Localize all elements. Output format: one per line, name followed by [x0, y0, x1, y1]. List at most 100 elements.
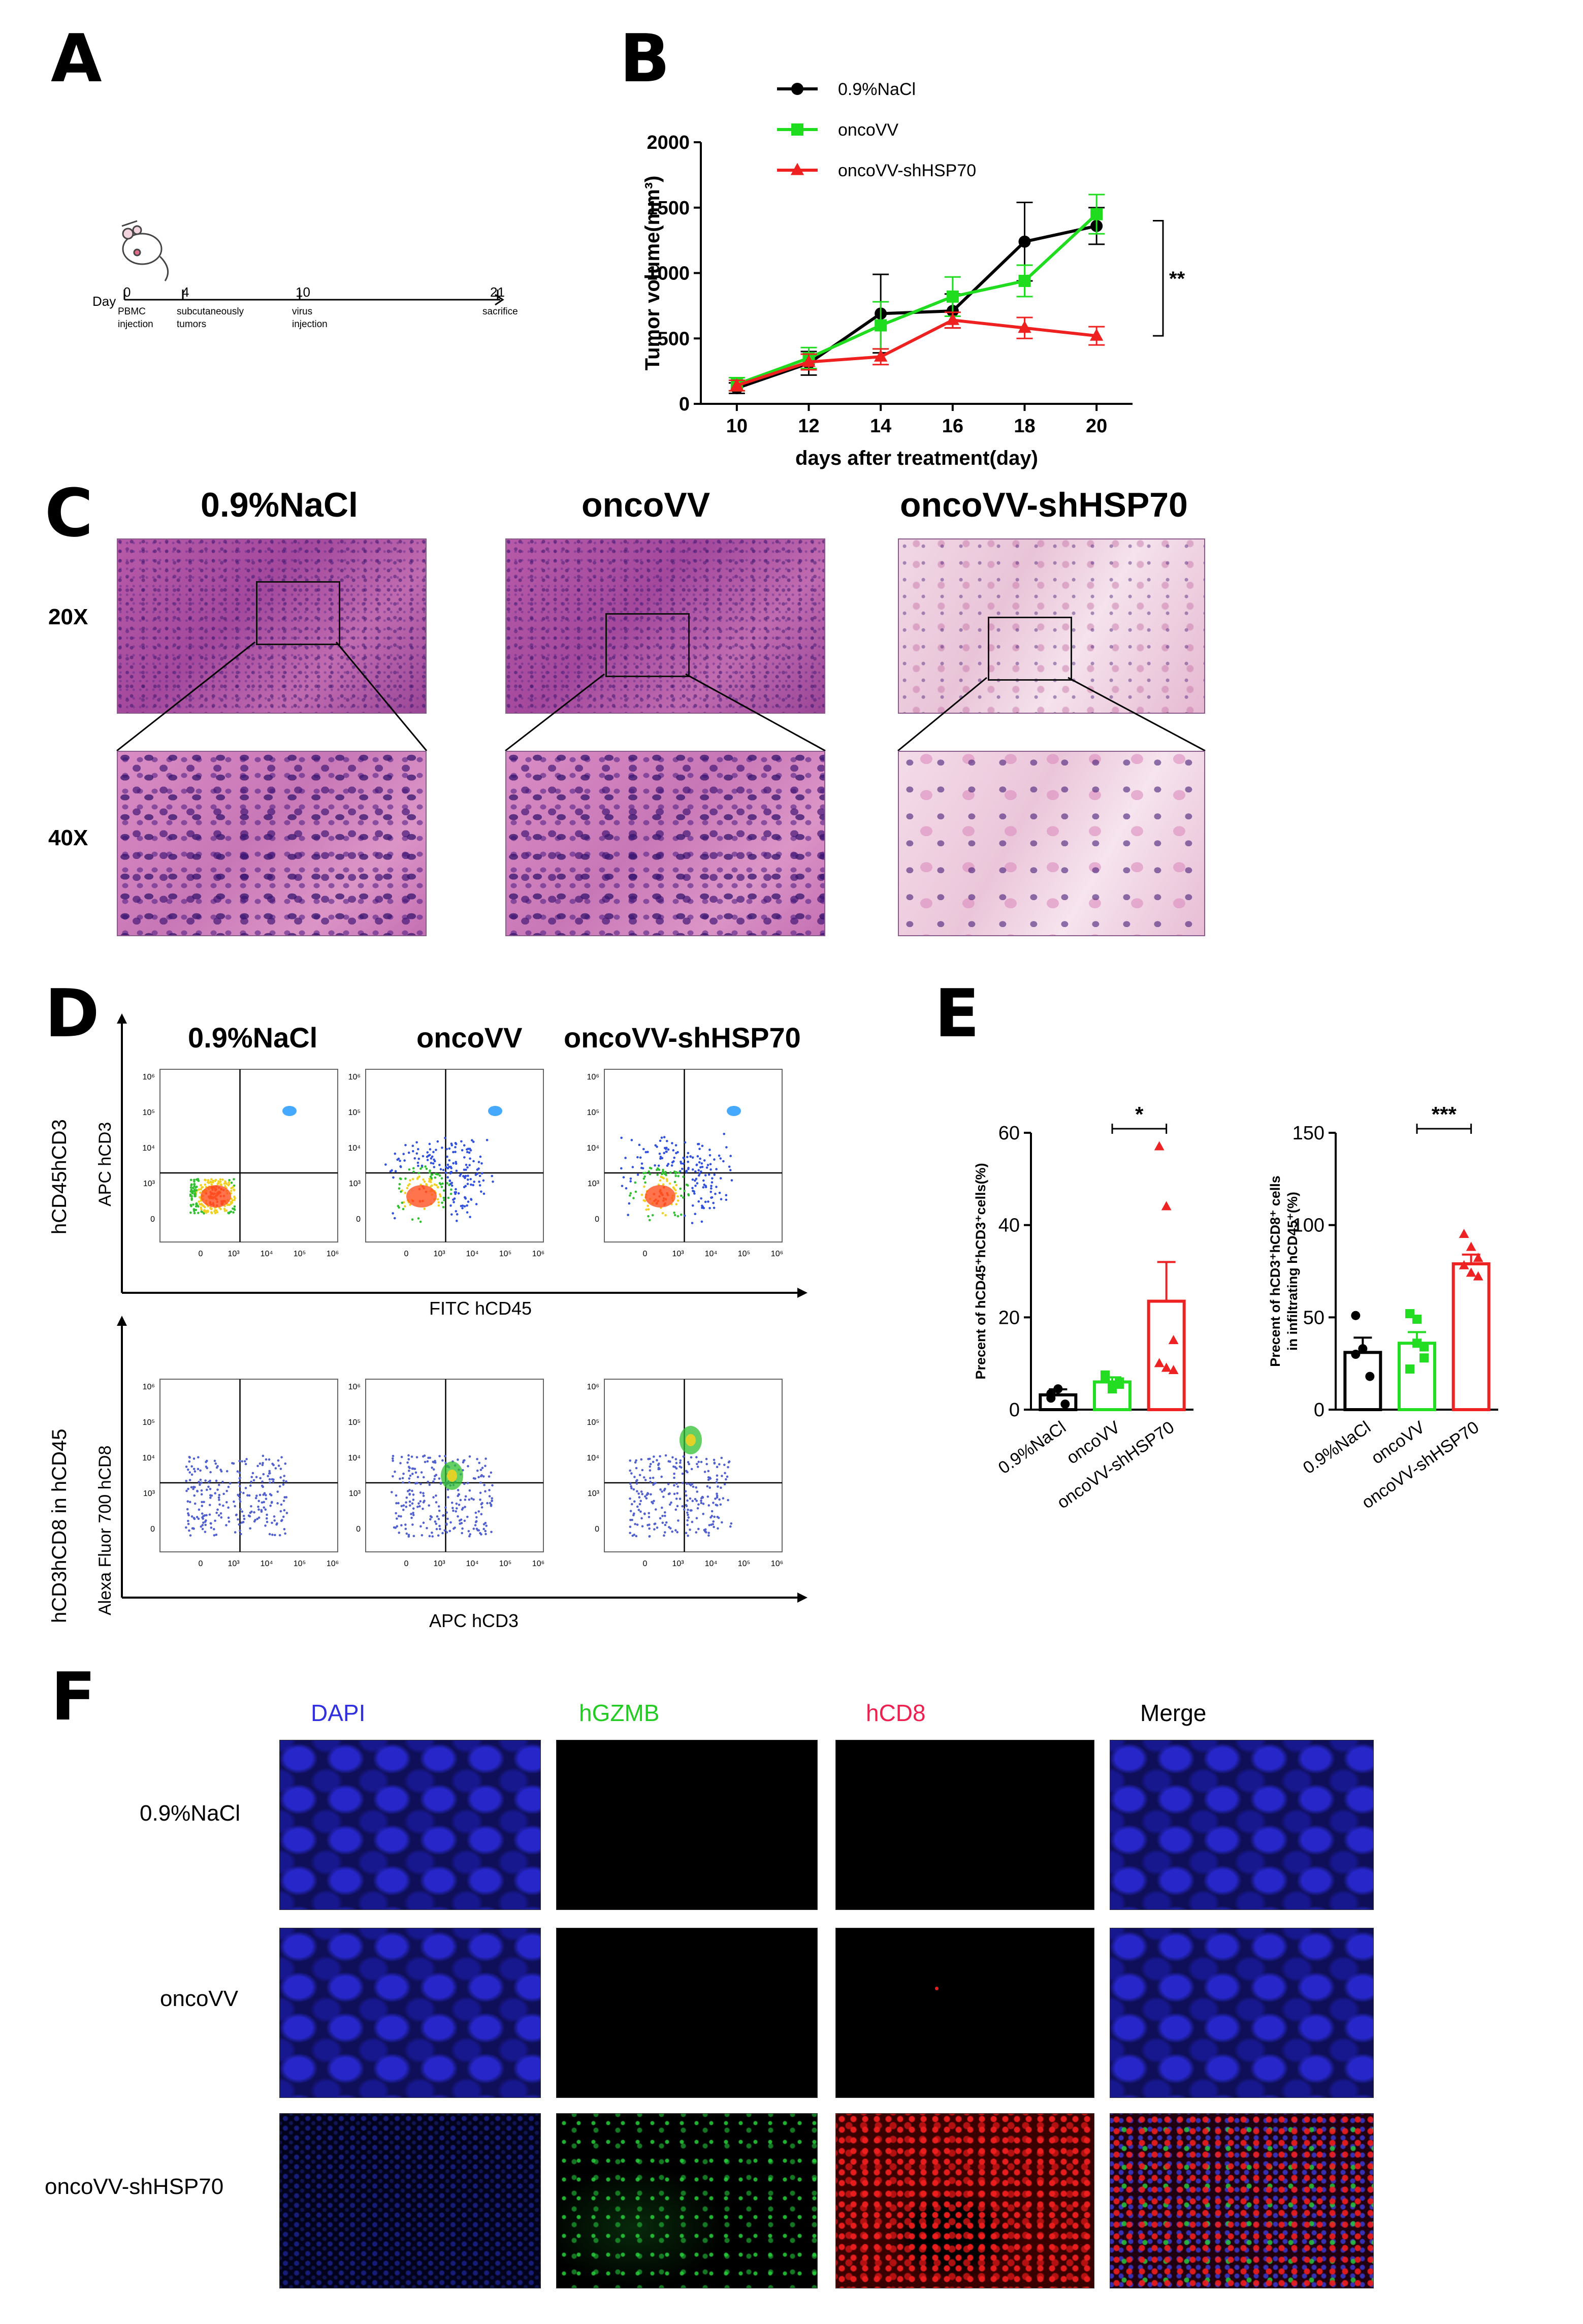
- flow-event: [689, 1155, 692, 1158]
- flow-event: [677, 1175, 680, 1177]
- flow-event: [670, 1164, 673, 1167]
- flow-event: [210, 1207, 213, 1210]
- flow-event: [719, 1177, 722, 1180]
- flow-event: [188, 1501, 191, 1504]
- flow-event: [694, 1213, 697, 1216]
- flow-event: [205, 1460, 207, 1463]
- flow-event: [431, 1535, 434, 1538]
- flow-tick-label: 0: [404, 1250, 409, 1258]
- flow-event: [630, 1485, 632, 1488]
- flow-tick-label: 10⁴: [261, 1559, 273, 1568]
- timeline-tick-0: 0: [123, 284, 131, 300]
- flow-event: [236, 1470, 239, 1473]
- flow-event: [482, 1179, 485, 1182]
- flow-event: [438, 1455, 441, 1457]
- flow-event: [620, 1136, 623, 1139]
- flow-event: [650, 1493, 652, 1496]
- flow-tick-label: 10⁵: [348, 1108, 361, 1117]
- flow-event: [674, 1192, 677, 1195]
- flow-event: [652, 1460, 655, 1463]
- flow-event: [395, 1502, 398, 1505]
- flow-event: [470, 1198, 472, 1200]
- flow-event: [216, 1508, 219, 1511]
- flow-event: [706, 1495, 709, 1498]
- flow-event: [419, 1220, 422, 1223]
- flow-event: [448, 1184, 450, 1187]
- flow-event: [686, 1156, 689, 1158]
- flow-event: [659, 1517, 662, 1520]
- flow-event: [248, 1514, 250, 1517]
- flow-event: [417, 1217, 420, 1220]
- flow-event: [268, 1470, 271, 1473]
- flow-event: [261, 1480, 264, 1483]
- flow-tick-label: 10³: [228, 1559, 240, 1568]
- flow-event: [422, 1155, 425, 1158]
- flow-event: [253, 1511, 255, 1514]
- flow-event: [435, 1501, 438, 1504]
- flow-event: [642, 1177, 645, 1180]
- flow-event: [403, 1159, 406, 1162]
- flow-event: [698, 1172, 701, 1175]
- flow-event: [647, 1524, 649, 1526]
- flow-event: [642, 1172, 645, 1174]
- flow-event: [683, 1508, 686, 1511]
- flow-event: [697, 1169, 700, 1171]
- x-tick-label: 20: [1086, 416, 1107, 437]
- flow-event: [422, 1178, 425, 1181]
- flow-event: [446, 1182, 448, 1185]
- flow-event: [468, 1164, 471, 1166]
- flow-event: [462, 1507, 464, 1510]
- flow-event: [199, 1483, 201, 1486]
- flow-event: [476, 1168, 479, 1171]
- he-image-oncovv-20x: [505, 538, 825, 714]
- flow-event: [674, 1529, 677, 1532]
- flow-event: [696, 1490, 699, 1493]
- flow-event: [688, 1462, 691, 1466]
- flow-event: [456, 1213, 459, 1216]
- flow-event: [649, 1469, 652, 1472]
- flow-event: [463, 1459, 466, 1462]
- flow-event: [241, 1510, 244, 1513]
- flow-event: [726, 1475, 729, 1478]
- flow-event: [671, 1530, 673, 1533]
- flow-event: [197, 1212, 200, 1215]
- flow-event: [664, 1214, 667, 1217]
- flow-event: [714, 1498, 717, 1500]
- flow-event: [706, 1485, 709, 1488]
- flow-event: [684, 1141, 687, 1144]
- flow-event: [467, 1465, 469, 1468]
- flow-event: [695, 1517, 698, 1519]
- flow-event: [634, 1181, 637, 1184]
- flow-event: [710, 1510, 714, 1513]
- flow-event: [708, 1149, 711, 1151]
- flow-event: [405, 1505, 408, 1508]
- panel-label-b: B: [620, 20, 670, 97]
- timeline-day-label: Day: [92, 294, 116, 309]
- flow-event: [398, 1187, 401, 1190]
- flow-event: [254, 1497, 257, 1500]
- flow-event: [675, 1461, 678, 1465]
- flow-tick-label: 10⁴: [705, 1559, 718, 1568]
- flow-event: [660, 1475, 663, 1478]
- flow-event: [238, 1485, 241, 1487]
- flow-event: [280, 1519, 283, 1522]
- flow-event: [218, 1503, 221, 1506]
- data-point: [1161, 1362, 1172, 1372]
- he-group-title: 0.9%NaCl: [201, 486, 358, 524]
- flow-event: [210, 1212, 213, 1215]
- flow-event: [257, 1500, 261, 1503]
- flow-event: [446, 1155, 448, 1158]
- flow-event: [478, 1174, 481, 1177]
- flow-event: [468, 1455, 471, 1458]
- flow-event: [707, 1476, 710, 1479]
- flow-event: [189, 1186, 192, 1189]
- flow-tick-label: 10⁵: [143, 1418, 155, 1427]
- flow-event: [630, 1139, 633, 1141]
- flow-event: [716, 1478, 719, 1481]
- flow-event: [701, 1205, 704, 1208]
- flow-event: [436, 1140, 439, 1143]
- flow-event: [435, 1149, 437, 1151]
- flow-event: [187, 1522, 190, 1525]
- flow-event: [484, 1457, 487, 1460]
- flow-event: [432, 1480, 435, 1483]
